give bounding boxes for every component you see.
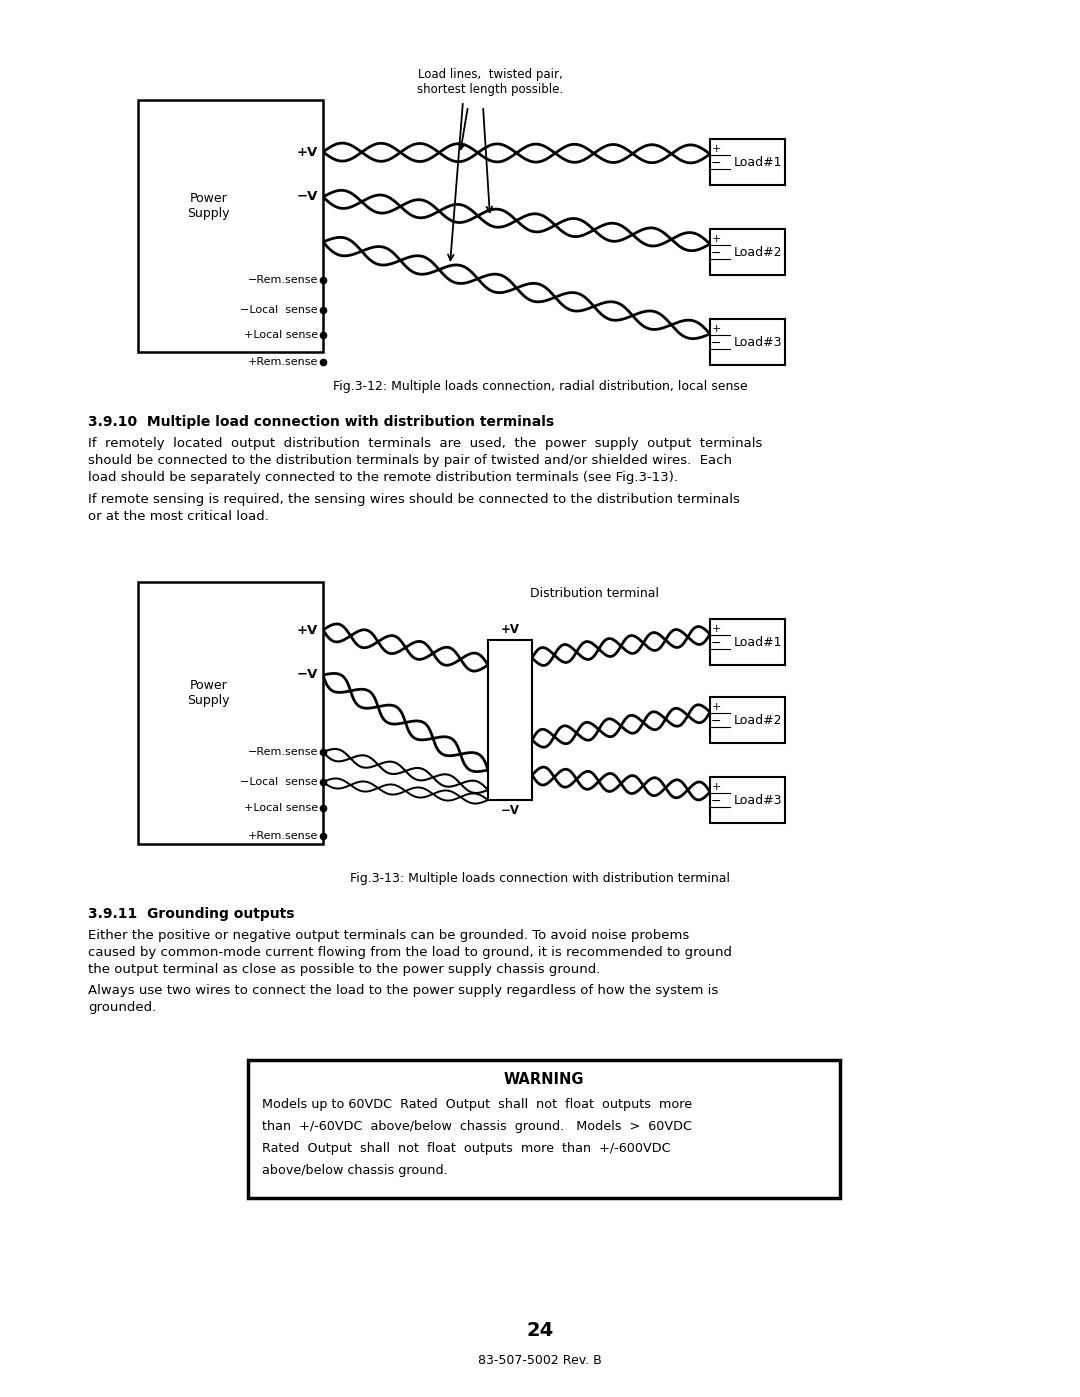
Text: Distribution terminal: Distribution terminal bbox=[530, 587, 659, 599]
Text: 3.9.11  Grounding outputs: 3.9.11 Grounding outputs bbox=[87, 907, 295, 921]
Text: −: − bbox=[711, 246, 721, 260]
Text: +V: +V bbox=[500, 623, 519, 636]
Text: +Local sense: +Local sense bbox=[244, 330, 318, 339]
Text: or at the most critical load.: or at the most critical load. bbox=[87, 510, 269, 522]
Text: above/below chassis ground.: above/below chassis ground. bbox=[262, 1164, 448, 1178]
Text: +: + bbox=[712, 235, 720, 244]
Text: −V: −V bbox=[297, 190, 318, 204]
Text: −V: −V bbox=[297, 669, 318, 682]
Text: 3.9.10  Multiple load connection with distribution terminals: 3.9.10 Multiple load connection with dis… bbox=[87, 415, 554, 429]
Text: Load#1: Load#1 bbox=[734, 636, 783, 648]
Text: −Local  sense: −Local sense bbox=[241, 777, 318, 787]
Bar bbox=[710, 697, 785, 743]
Text: +Rem.sense: +Rem.sense bbox=[247, 831, 318, 841]
Text: Power
Supply: Power Supply bbox=[187, 191, 230, 219]
Text: load should be separately connected to the remote distribution terminals (see Fi: load should be separately connected to t… bbox=[87, 471, 678, 483]
Bar bbox=[488, 640, 532, 800]
Text: Fig.3-12: Multiple loads connection, radial distribution, local sense: Fig.3-12: Multiple loads connection, rad… bbox=[333, 380, 747, 393]
Text: Models up to 60VDC  Rated  Output  shall  not  float  outputs  more: Models up to 60VDC Rated Output shall no… bbox=[262, 1098, 692, 1111]
Bar bbox=[710, 138, 785, 184]
Text: Load#2: Load#2 bbox=[734, 246, 783, 258]
Text: Always use two wires to connect the load to the power supply regardless of how t: Always use two wires to connect the load… bbox=[87, 983, 718, 997]
Text: WARNING: WARNING bbox=[503, 1073, 584, 1087]
Bar bbox=[710, 229, 785, 275]
Text: −Local  sense: −Local sense bbox=[241, 305, 318, 314]
Bar bbox=[248, 1060, 840, 1199]
Text: −: − bbox=[711, 637, 721, 650]
Text: If  remotely  located  output  distribution  terminals  are  used,  the  power  : If remotely located output distribution … bbox=[87, 437, 762, 450]
Bar bbox=[138, 583, 323, 844]
Text: If remote sensing is required, the sensing wires should be connected to the dist: If remote sensing is required, the sensi… bbox=[87, 493, 740, 506]
Text: 83-507-5002 Rev. B: 83-507-5002 Rev. B bbox=[478, 1354, 602, 1366]
Text: −V: −V bbox=[500, 805, 519, 817]
Text: +: + bbox=[712, 703, 720, 712]
Text: should be connected to the distribution terminals by pair of twisted and/or shie: should be connected to the distribution … bbox=[87, 454, 732, 467]
Text: Load#3: Load#3 bbox=[734, 793, 783, 806]
Text: Load#3: Load#3 bbox=[734, 335, 783, 348]
Text: Rated  Output  shall  not  float  outputs  more  than  +/-600VDC: Rated Output shall not float outputs mor… bbox=[262, 1141, 671, 1155]
Text: +V: +V bbox=[297, 623, 318, 637]
Text: Load#1: Load#1 bbox=[734, 155, 783, 169]
Text: −Rem.sense: −Rem.sense bbox=[247, 747, 318, 757]
Text: grounded.: grounded. bbox=[87, 1002, 157, 1014]
Text: +Rem.sense: +Rem.sense bbox=[247, 358, 318, 367]
Text: +: + bbox=[712, 144, 720, 154]
Text: than  +/-60VDC  above/below  chassis  ground.   Models  >  60VDC: than +/-60VDC above/below chassis ground… bbox=[262, 1120, 692, 1133]
Text: +Local sense: +Local sense bbox=[244, 803, 318, 813]
Text: Load#2: Load#2 bbox=[734, 714, 783, 726]
Text: +: + bbox=[712, 782, 720, 792]
Bar bbox=[710, 619, 785, 665]
Text: Fig.3-13: Multiple loads connection with distribution terminal: Fig.3-13: Multiple loads connection with… bbox=[350, 872, 730, 886]
Text: Either the positive or negative output terminals can be grounded. To avoid noise: Either the positive or negative output t… bbox=[87, 929, 689, 942]
Text: 24: 24 bbox=[526, 1320, 554, 1340]
Text: Load lines,  twisted pair,
shortest length possible.: Load lines, twisted pair, shortest lengt… bbox=[417, 68, 563, 96]
Text: +: + bbox=[712, 624, 720, 634]
Text: −: − bbox=[711, 714, 721, 728]
Text: −: − bbox=[711, 795, 721, 807]
Text: +V: +V bbox=[297, 145, 318, 158]
Text: +: + bbox=[712, 324, 720, 334]
Bar bbox=[710, 777, 785, 823]
Text: the output terminal as close as possible to the power supply chassis ground.: the output terminal as close as possible… bbox=[87, 963, 600, 977]
Text: −: − bbox=[711, 337, 721, 349]
Text: −Rem.sense: −Rem.sense bbox=[247, 275, 318, 285]
Text: −: − bbox=[711, 156, 721, 169]
Bar bbox=[138, 101, 323, 352]
Bar bbox=[710, 319, 785, 365]
Text: caused by common-mode current flowing from the load to ground, it is recommended: caused by common-mode current flowing fr… bbox=[87, 946, 732, 958]
Text: Power
Supply: Power Supply bbox=[187, 679, 230, 707]
